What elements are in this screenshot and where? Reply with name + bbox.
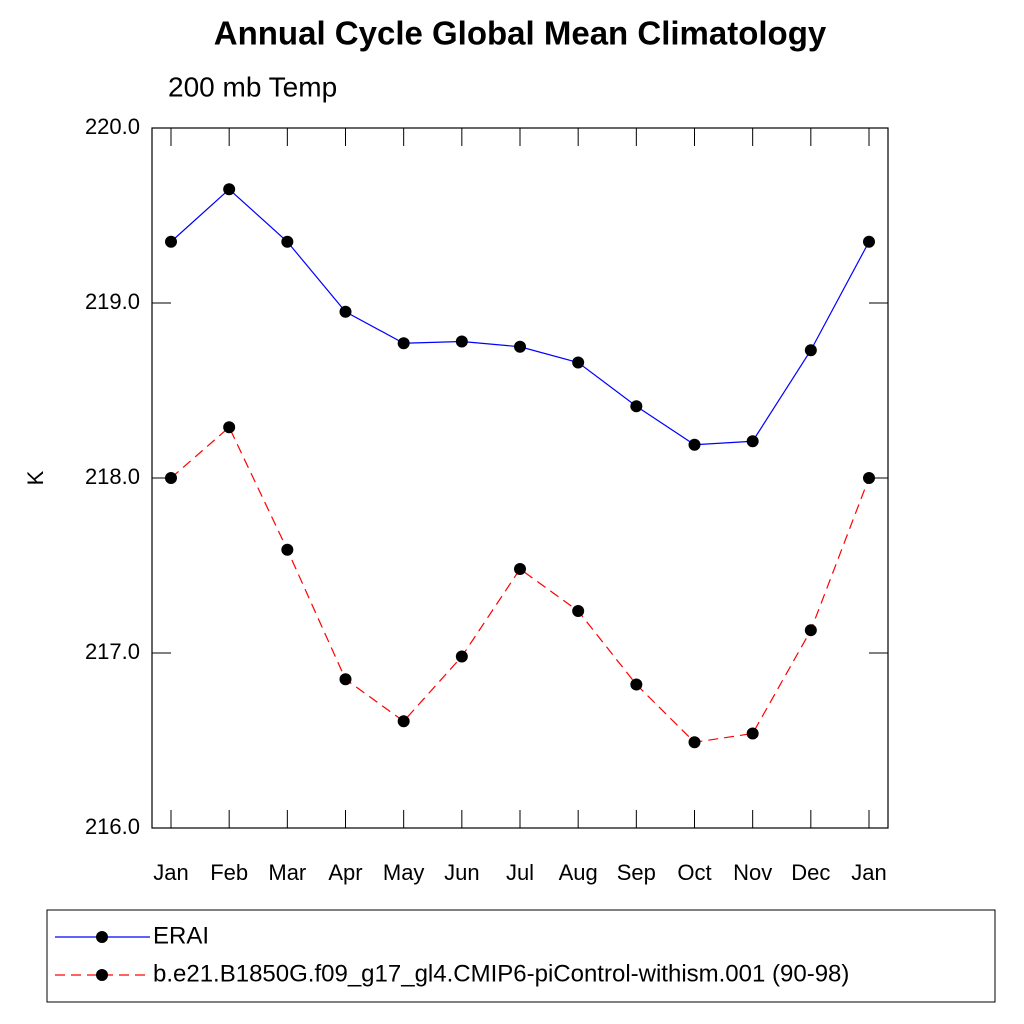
data-point [514,563,526,575]
x-tick-label: Jan [153,860,188,885]
y-axis-label: K [23,470,48,485]
data-point [165,472,177,484]
x-tick-label: Sep [617,860,656,885]
y-tick-label: 218.0 [85,464,140,489]
x-tick-label: Jul [506,860,534,885]
data-point [804,624,817,637]
chart-title: Annual Cycle Global Mean Climatology [214,15,827,52]
x-tick-label: Nov [733,860,772,885]
data-point [281,543,294,556]
data-point [397,337,410,350]
x-tick-label: Aug [559,860,598,885]
data-point [746,727,759,740]
x-tick-label: Jan [851,860,886,885]
legend-label: ERAI [153,922,209,949]
data-point [863,472,875,484]
data-point [572,605,585,617]
x-tick-label: Jun [444,860,479,885]
data-point [572,356,585,369]
data-point [863,235,875,248]
data-point [630,678,643,691]
data-point [281,235,294,248]
y-tick-label: 216.0 [85,814,140,839]
data-point [455,650,468,663]
data-point [804,344,817,357]
y-tick-label: 220.0 [85,114,140,139]
data-point [339,305,352,318]
data-point [630,400,643,413]
data-point [339,673,352,686]
x-tick-label: May [383,860,425,885]
chart-subtitle: 200 mb Temp [168,71,337,102]
data-point [746,435,759,448]
x-tick-label: Dec [791,860,830,885]
y-tick-label: 217.0 [85,639,140,664]
legend-marker [96,969,108,981]
y-tick-label: 219.0 [85,289,140,314]
data-point [514,340,526,353]
legend-marker [96,931,108,943]
data-point [397,715,410,728]
data-point [165,235,177,248]
data-point [688,736,701,749]
legend-label: b.e21.B1850G.f09_g17_gl4.CMIP6-piControl… [153,960,849,987]
x-tick-label: Mar [268,860,306,885]
x-tick-label: Feb [210,860,248,885]
data-point [223,183,236,196]
x-tick-label: Apr [328,860,362,885]
x-tick-label: Oct [677,860,711,885]
data-point [223,421,236,434]
data-point [688,438,701,451]
legend-box [46,909,996,1003]
data-point [455,335,468,348]
